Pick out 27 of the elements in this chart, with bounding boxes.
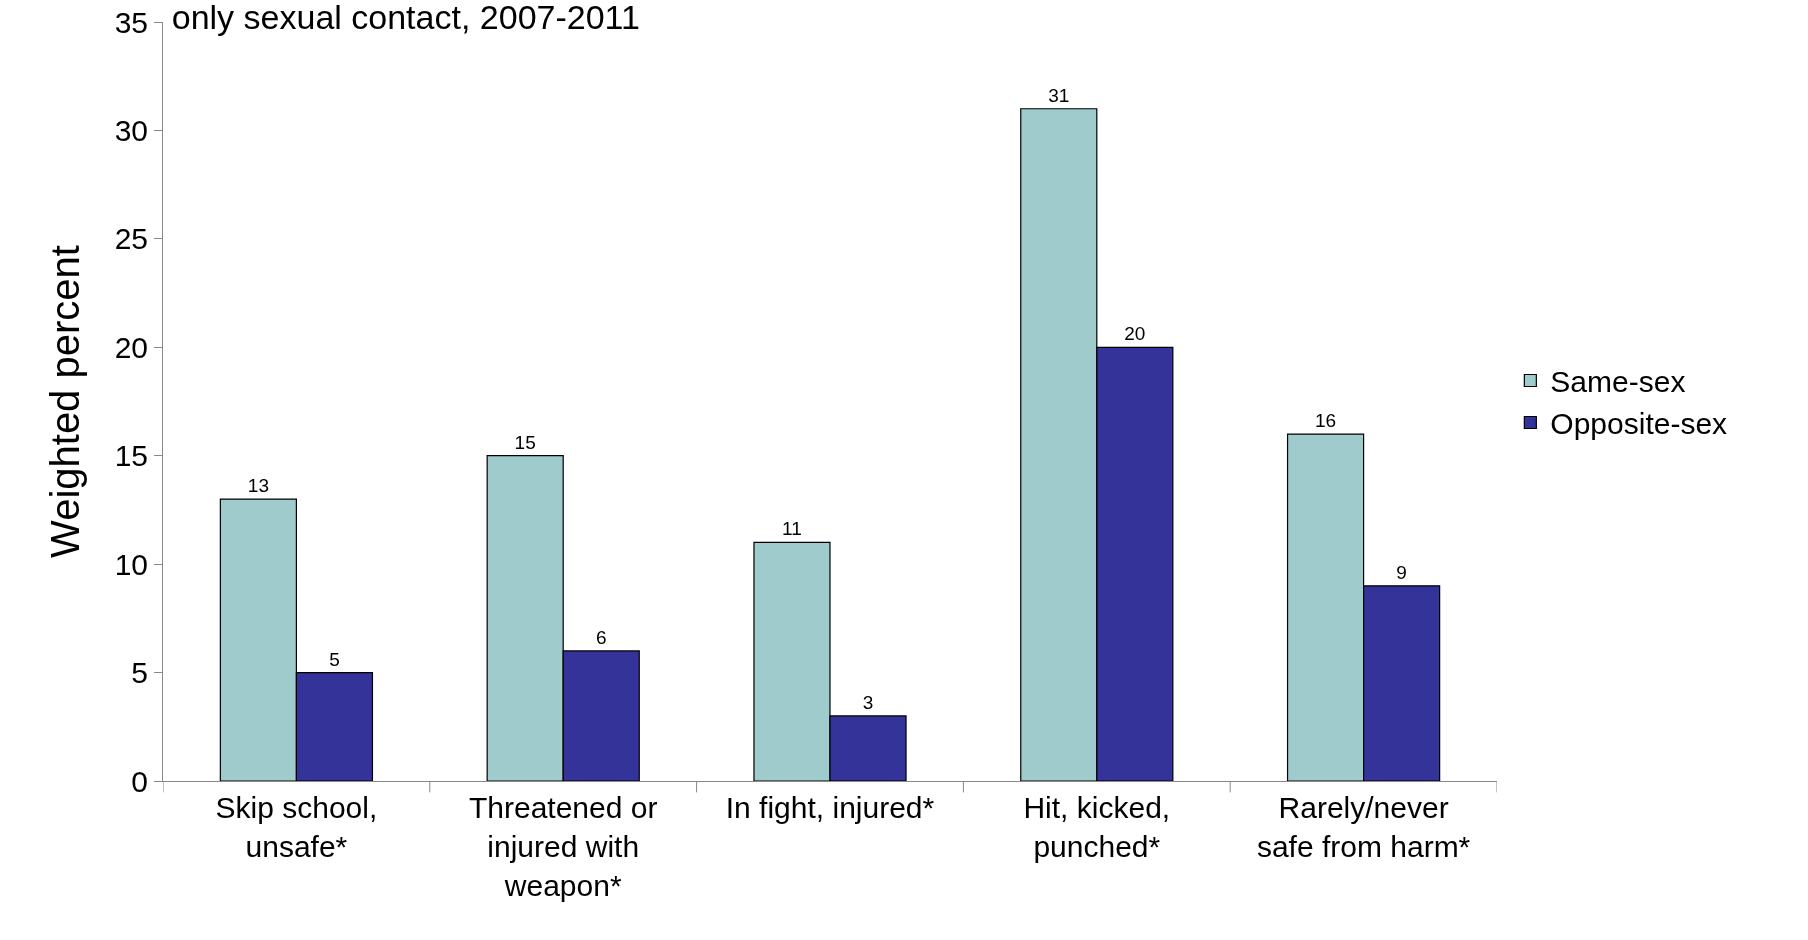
y-axis-title: Weighted percent xyxy=(43,245,88,558)
data-label: 5 xyxy=(329,648,340,670)
x-tick-label: In fight, injured* xyxy=(725,791,935,824)
y-tick-label: 0 xyxy=(131,764,148,798)
chart-title: only sexual contact, 2007-2011 xyxy=(171,0,640,36)
data-label: 3 xyxy=(862,691,874,713)
data-label: 20 xyxy=(1124,323,1146,345)
data-label: 13 xyxy=(247,475,269,497)
y-tick-label: 15 xyxy=(114,439,148,473)
y-tick-label: 20 xyxy=(114,330,148,364)
y-tick-label: 35 xyxy=(114,5,148,39)
data-label: 15 xyxy=(514,431,536,453)
y-tick-label: 5 xyxy=(131,656,148,690)
data-label: 16 xyxy=(1315,410,1337,432)
data-label: 11 xyxy=(782,518,802,540)
y-tick-label: 10 xyxy=(114,547,148,581)
data-label: 9 xyxy=(1396,561,1407,583)
y-tick-label: 30 xyxy=(114,113,148,147)
legend-label: Same-sex xyxy=(1550,365,1686,399)
x-tick-label: Threatened or injured with weapon* xyxy=(468,791,658,902)
x-tick-label: Hit, kicked, punched* xyxy=(1023,791,1171,863)
x-tick-label: Rarely/never safe from harm* xyxy=(1256,791,1471,863)
data-label: 6 xyxy=(595,626,607,648)
y-tick-label: 25 xyxy=(114,222,148,256)
legend-label: Opposite-sex xyxy=(1550,407,1728,441)
x-tick-label: Skip school, unsafe* xyxy=(215,791,378,863)
data-label: 31 xyxy=(1048,84,1070,106)
